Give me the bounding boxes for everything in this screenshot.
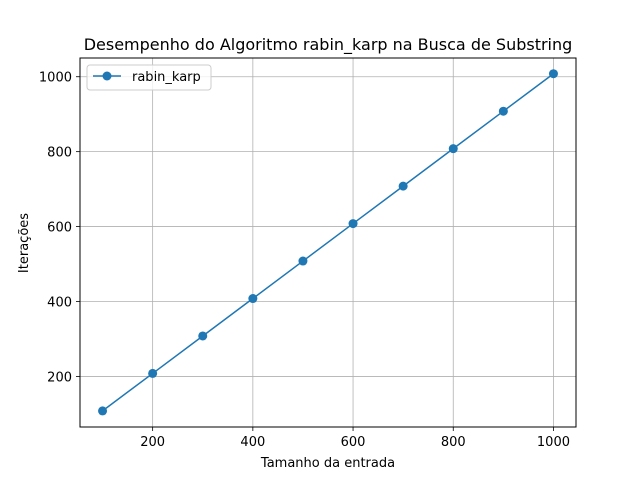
y-tick-label: 800 — [47, 146, 72, 161]
x-tick-label: 400 — [240, 435, 265, 450]
y-tick-label: 200 — [47, 370, 72, 385]
y-axis-label: Iterações — [17, 213, 32, 273]
data-point — [298, 256, 308, 266]
data-point — [498, 106, 508, 116]
data-point — [198, 331, 208, 341]
y-tick-label: 1000 — [39, 71, 72, 86]
grid-lines — [80, 58, 576, 427]
data-point — [448, 144, 458, 154]
legend-label-rabin-karp: rabin_karp — [132, 70, 201, 85]
legend-marker-swatch — [102, 71, 112, 81]
x-tick-label: 1000 — [537, 435, 570, 450]
axis-ticks: 200 400 600 800 1000 200 400 600 800 1000 — [39, 71, 570, 450]
x-tick-label: 200 — [140, 435, 165, 450]
data-point — [548, 69, 558, 79]
data-point — [348, 219, 358, 229]
y-tick-label: 400 — [47, 296, 72, 311]
legend-box — [86, 64, 212, 91]
data-point — [98, 406, 108, 416]
legend: rabin_karp — [86, 64, 212, 91]
x-tick-label: 800 — [441, 435, 466, 450]
x-axis-label: Tamanho da entrada — [260, 456, 395, 471]
plot-frame — [79, 57, 577, 428]
data-point — [248, 294, 258, 304]
y-tick-label: 600 — [47, 221, 72, 236]
data-point — [398, 181, 408, 191]
data-point — [148, 368, 158, 378]
chart-title: Desempenho do Algoritmo rabin_karp na Bu… — [84, 35, 573, 55]
x-tick-label: 600 — [341, 435, 366, 450]
series-line-rabin_karp — [102, 73, 554, 412]
series-group — [98, 69, 558, 416]
